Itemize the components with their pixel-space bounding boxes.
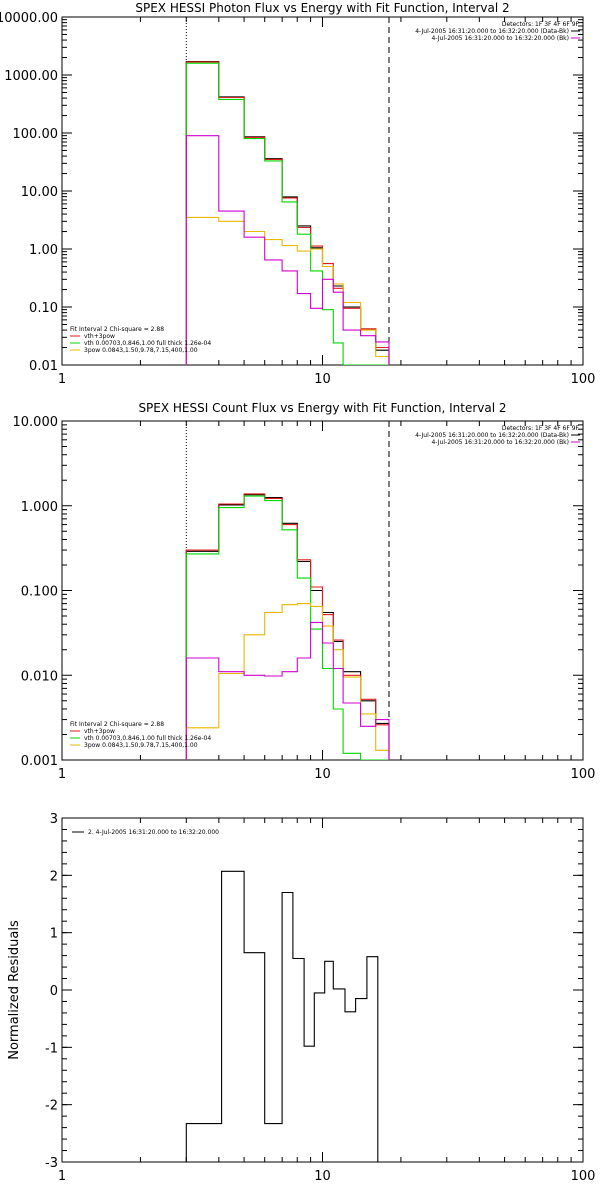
chart-title: SPEX HESSI Photon Flux vs Energy with Fi… — [135, 1, 509, 15]
series-group — [185, 61, 390, 365]
series-group — [185, 493, 390, 760]
series-line-2 — [185, 61, 390, 365]
y-tick-label: 100.00 — [13, 127, 59, 142]
legend-entry: Fit Interval 2 Chi-square = 2.88 — [70, 721, 164, 728]
legend-entry: Detectors: 1F 3F 4F 6F 9F — [502, 21, 580, 28]
series-group — [185, 870, 379, 1162]
y-tick-label: 1 — [50, 927, 58, 942]
legend-entry: vth+3pow — [84, 728, 115, 735]
y-axis-label: Normalized Residuals — [7, 920, 22, 1060]
plot-frame — [61, 817, 584, 1163]
x-tick-label: 10 — [314, 1169, 331, 1184]
series-line-5 — [185, 135, 390, 365]
x-tick-label: 1 — [58, 372, 66, 387]
legend-entry: 3pow 0.0843,1.50,9.78,7.15,400,1.00 — [84, 742, 198, 749]
legend-entry: Detectors: 1F 3F 4F 6F 9F — [502, 425, 580, 432]
y-tick-label: 10.00 — [21, 185, 58, 200]
y-tick-label: 0 — [50, 984, 58, 999]
y-tick-label: -2 — [45, 1099, 58, 1114]
plot-frame — [61, 16, 584, 366]
legend-entry: 4-Jul-2005 16:31:20.000 to 16:32:20.000 … — [431, 35, 569, 42]
x-tick-label: 100 — [571, 1169, 596, 1184]
x-tick-label: 1 — [58, 767, 66, 782]
legend-entry: 4-Jul-2005 16:31:20.000 to 16:32:20.000 … — [415, 28, 569, 35]
series-line-4 — [185, 603, 390, 760]
x-tick-label: 10 — [314, 767, 331, 782]
y-tick-label: 1.000 — [21, 500, 58, 515]
series-line-1 — [185, 494, 390, 760]
y-tick-label: 3 — [50, 812, 58, 827]
x-tick-label: 100 — [571, 767, 596, 782]
y-tick-label: 1.00 — [29, 243, 58, 258]
series-line-1 — [185, 61, 390, 365]
y-tick-label: -1 — [45, 1041, 58, 1056]
y-tick-label: 10000.00 — [0, 11, 58, 26]
series-line-4 — [185, 216, 390, 365]
legend-entry: vth 0.00703,0.846,1.00 full thick 1.26e-… — [84, 340, 211, 347]
legend-entry: 4-Jul-2005 16:31:20.000 to 16:32:20.000 … — [431, 439, 569, 446]
series-line-3 — [185, 62, 389, 365]
x-tick-label: 10 — [314, 372, 331, 387]
panel-2: SPEX HESSI Count Flux vs Energy with Fit… — [13, 401, 596, 782]
y-tick-label: -3 — [45, 1156, 58, 1171]
legend-entry: vth+3pow — [84, 333, 115, 340]
legend-entry: 3pow 0.0843,1.50,9.78,7.15,400,1.00 — [84, 347, 198, 354]
y-tick-label: 0.010 — [21, 669, 58, 684]
x-tick-label: 1 — [58, 1169, 66, 1184]
y-tick-label: 1000.00 — [4, 69, 58, 84]
y-tick-label: 2 — [50, 869, 58, 884]
y-tick-label: 0.001 — [21, 754, 58, 769]
series-line-5 — [185, 621, 390, 760]
series-line-3 — [185, 495, 389, 760]
x-tick-label: 100 — [571, 372, 596, 387]
y-tick-label: 0.01 — [29, 359, 58, 374]
chart-title: SPEX HESSI Count Flux vs Energy with Fit… — [138, 401, 506, 415]
series-line-2 — [185, 493, 390, 760]
legend-entry: 4-Jul-2005 16:31:20.000 to 16:32:20.000 … — [415, 432, 569, 439]
legend-entry: vth 0.00703,0.846,1.00 full thick 1.26e-… — [84, 735, 211, 742]
legend-entry: 2. 4-Jul-2005 16:31:20.000 to 16:32:20.0… — [88, 829, 219, 836]
panel-1: SPEX HESSI Photon Flux vs Energy with Fi… — [0, 1, 595, 387]
series-line-1 — [185, 870, 379, 1162]
panel-3: 1 10 100 -3 -2 -1 0 1 2 3 Normalized Residuals 2. 4… — [7, 812, 595, 1184]
y-tick-label: 10.000 — [13, 415, 59, 430]
y-tick-label: 0.10 — [29, 301, 58, 316]
legend-entry: Fit Interval 2 Chi-square = 2.88 — [70, 326, 164, 333]
y-tick-label: 0.100 — [21, 585, 58, 600]
